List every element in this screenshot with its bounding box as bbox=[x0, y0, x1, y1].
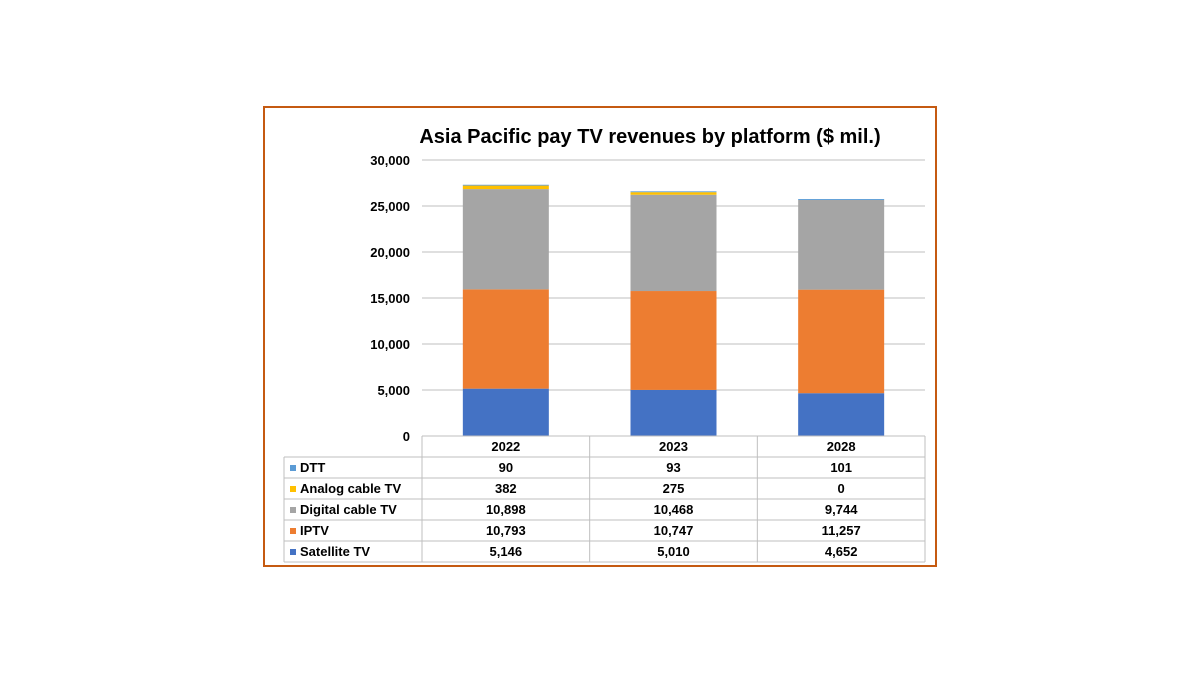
data-label: 4,652 bbox=[825, 544, 858, 559]
y-tick-label: 0 bbox=[403, 429, 410, 444]
chart-frame: Asia Pacific pay TV revenues by platform… bbox=[263, 106, 937, 567]
y-axis-ticks: 30,000 25,000 20,000 15,000 10,000 5,000 0 bbox=[370, 153, 410, 444]
data-label: 11,257 bbox=[822, 523, 861, 538]
data-label: 90 bbox=[499, 460, 513, 475]
legend-label: Analog cable TV bbox=[300, 481, 401, 496]
data-label: 10,468 bbox=[654, 502, 694, 517]
bar-segment bbox=[798, 393, 885, 436]
data-label: 101 bbox=[830, 460, 852, 475]
y-tick-label: 20,000 bbox=[370, 245, 410, 260]
legend-label: Digital cable TV bbox=[300, 502, 397, 517]
bars bbox=[462, 184, 885, 436]
data-label: 5,146 bbox=[490, 544, 523, 559]
bar-segment bbox=[630, 291, 717, 390]
bar-segment bbox=[462, 185, 549, 190]
bar-segment bbox=[462, 388, 549, 436]
data-label: 0 bbox=[838, 481, 845, 496]
bar-segment bbox=[798, 289, 885, 394]
legend-swatch bbox=[290, 486, 296, 492]
bar-segment bbox=[798, 199, 885, 290]
y-tick-label: 15,000 bbox=[370, 291, 410, 306]
data-label: 10,747 bbox=[654, 523, 694, 538]
y-tick-label: 30,000 bbox=[370, 153, 410, 168]
data-label: 382 bbox=[495, 481, 517, 496]
legend-swatch bbox=[290, 528, 296, 534]
x-category-label: 2028 bbox=[827, 439, 856, 454]
legend-swatch bbox=[290, 465, 296, 471]
bar-segment bbox=[462, 184, 549, 186]
bar-segment bbox=[630, 192, 717, 195]
bar-segment bbox=[798, 199, 885, 200]
y-tick-label: 10,000 bbox=[370, 337, 410, 352]
data-label: 10,898 bbox=[486, 502, 526, 517]
chart-title: Asia Pacific pay TV revenues by platform… bbox=[419, 126, 880, 148]
stacked-bar-chart: Asia Pacific pay TV revenues by platform… bbox=[283, 126, 926, 563]
legend-label: Satellite TV bbox=[300, 544, 370, 559]
y-tick-label: 5,000 bbox=[377, 383, 410, 398]
data-label: 10,793 bbox=[486, 523, 526, 538]
data-table: 2022 2023 2028 DTT 90 93 101 Analog cable TV 382… bbox=[283, 435, 926, 563]
legend-swatch bbox=[290, 549, 296, 555]
bar-segment bbox=[462, 289, 549, 389]
data-label: 9,744 bbox=[825, 502, 858, 517]
bar-segment bbox=[630, 194, 717, 292]
x-category-label: 2023 bbox=[659, 439, 688, 454]
bar-segment bbox=[462, 189, 549, 290]
data-label: 5,010 bbox=[657, 544, 690, 559]
legend-label: DTT bbox=[300, 460, 325, 475]
legend-label: IPTV bbox=[300, 523, 329, 538]
data-label: 93 bbox=[666, 460, 680, 475]
legend-swatch bbox=[290, 507, 296, 513]
y-tick-label: 25,000 bbox=[370, 199, 410, 214]
x-category-label: 2022 bbox=[491, 439, 520, 454]
data-label: 275 bbox=[663, 481, 685, 496]
bar-segment bbox=[630, 389, 717, 436]
bar-segment bbox=[630, 191, 717, 193]
